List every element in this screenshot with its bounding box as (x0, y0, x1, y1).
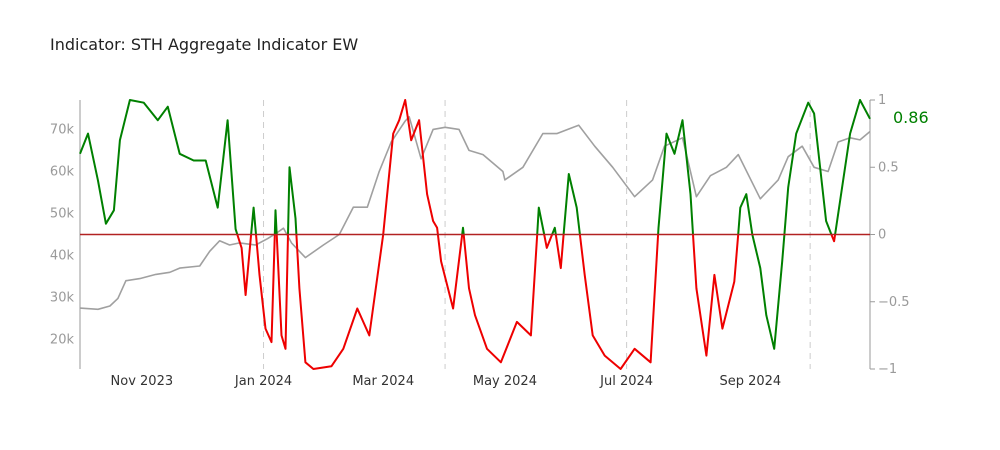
indicator-negative-segment (236, 234, 253, 296)
right-tick-label: −0.5 (878, 295, 910, 310)
indicator-negative-segment (436, 234, 464, 310)
indicator-negative-segment (462, 234, 539, 364)
indicator-positive-segment (536, 206, 546, 235)
x-tick-label: Nov 2023 (111, 374, 174, 389)
last-value-label: 0.86 (893, 108, 929, 127)
indicator-positive-segment (287, 166, 298, 235)
x-tick-label: Sep 2024 (719, 374, 781, 389)
indicator-positive-segment (250, 206, 257, 235)
indicator-positive-segment (273, 209, 278, 235)
indicator-positive-segment (551, 226, 557, 235)
x-tick-label: Mar 2024 (352, 374, 414, 389)
x-axis-ticks: Nov 2023 Jan 2024 Mar 2024 May 2024 Jul 2024… (111, 374, 782, 389)
indicator-positive-segment (562, 173, 581, 235)
left-tick-label: 30k (50, 291, 75, 306)
x-tick-label: May 2024 (473, 374, 537, 389)
indicator-positive-segment (79, 99, 239, 235)
indicator-negative-segment (830, 234, 837, 243)
chart-title: Indicator: STH Aggregate Indicator EW (50, 35, 358, 54)
right-axis-ticks: −1 −0.5 0 0.5 1 (870, 93, 910, 377)
indicator-positive-segment (783, 101, 833, 235)
right-tick-label: 0 (878, 228, 886, 243)
indicator-negative-segment (255, 234, 276, 344)
left-tick-label: 20k (50, 333, 75, 348)
indicator-positive-segment (834, 99, 871, 235)
indicator-positive-segment (737, 193, 786, 350)
right-tick-label: 0.5 (878, 160, 899, 175)
left-tick-label: 60k (50, 164, 75, 179)
indicator-positive-segment (657, 119, 694, 235)
indicator-negative-segment (543, 234, 554, 249)
left-tick-label: 70k (50, 122, 75, 137)
left-tick-label: 40k (50, 249, 75, 264)
series-layer (79, 99, 871, 370)
indicator-negative-segment (295, 99, 439, 370)
indicator-negative-segment (578, 234, 660, 370)
indicator-negative-segment (275, 234, 289, 350)
x-tick-label: Jan 2024 (234, 374, 292, 389)
indicator-negative-segment (692, 234, 740, 357)
right-tick-label: 1 (878, 93, 886, 108)
indicator-negative-segment (554, 234, 565, 270)
left-tick-label: 50k (50, 206, 75, 221)
left-axis-ticks: 20k 30k 40k 50k 60k 70k (50, 122, 75, 347)
indicator-positive-segment (461, 226, 465, 235)
price-line (79, 116, 871, 311)
right-tick-label: −1 (878, 362, 897, 377)
x-tick-label: Jul 2024 (599, 374, 653, 389)
